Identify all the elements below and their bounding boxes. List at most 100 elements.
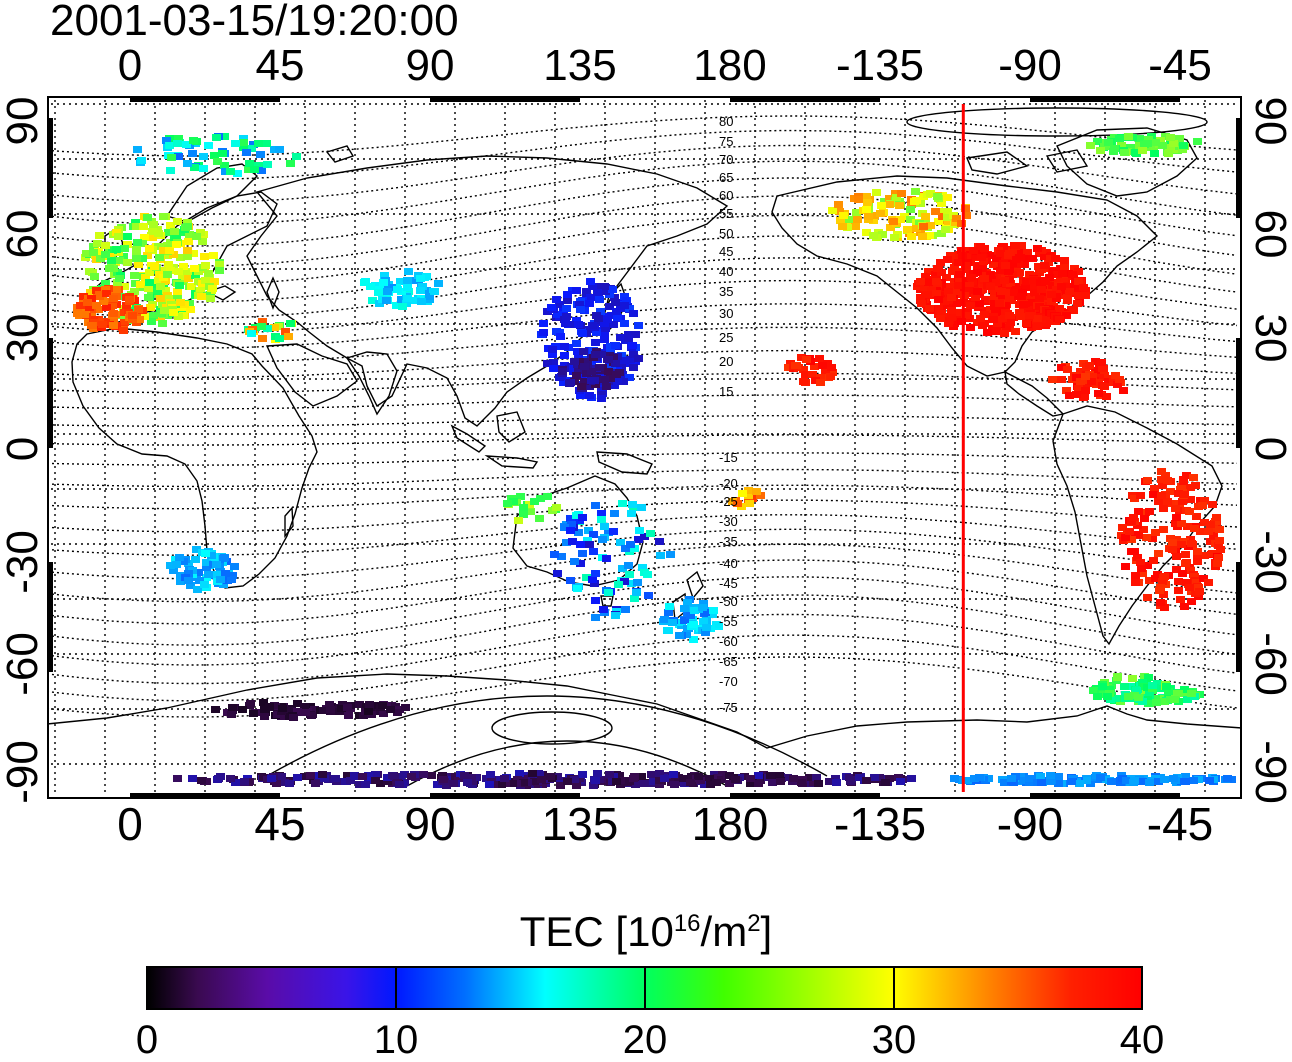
tec-observation <box>955 271 964 278</box>
tec-observation <box>1062 312 1071 319</box>
colorbar-title-prefix: TEC [10 <box>519 908 674 955</box>
tec-observation <box>1151 575 1160 582</box>
tec-observation <box>943 208 952 215</box>
tec-observation <box>688 616 697 623</box>
tec-observation <box>526 508 535 515</box>
tec-observation <box>552 296 561 303</box>
tec-observation <box>881 779 890 786</box>
tec-observation <box>134 306 143 313</box>
tec-observation <box>220 162 229 169</box>
tec-observation <box>851 223 860 230</box>
tec-observation <box>208 285 217 292</box>
tec-observation <box>141 274 150 281</box>
tec-observation <box>206 295 215 302</box>
tec-observation <box>611 360 620 367</box>
tec-observation <box>262 140 271 147</box>
tec-observation <box>1191 482 1200 489</box>
left-lat-label: 90 <box>0 96 47 146</box>
tec-observation <box>932 290 941 297</box>
tec-observation <box>301 709 310 716</box>
tec-observation <box>102 304 111 311</box>
tec-observation <box>1153 571 1162 578</box>
tec-observation <box>1007 775 1016 782</box>
tec-observation <box>1022 320 1031 327</box>
tec-observation <box>427 772 436 779</box>
tec-observation <box>1086 142 1095 149</box>
tec-observation <box>1163 477 1172 484</box>
tec-observation <box>687 773 696 780</box>
tec-observation <box>625 305 634 312</box>
tec-observation <box>862 193 871 200</box>
tec-observation <box>597 381 606 388</box>
tec-observation <box>120 245 129 252</box>
tec-observation <box>270 146 279 153</box>
tec-observation <box>207 552 216 559</box>
tec-observation <box>906 216 915 223</box>
tec-observation <box>226 775 235 782</box>
magnetic-contour-line <box>47 613 1238 685</box>
tec-observation <box>980 275 989 282</box>
tec-observation <box>591 502 600 509</box>
tec-observation <box>589 548 598 555</box>
tec-observation <box>635 527 644 534</box>
tec-observation <box>1172 566 1181 573</box>
colorbar-tick-label: 0 <box>135 1018 159 1062</box>
tec-observation <box>1195 588 1204 595</box>
tec-observation <box>139 223 148 230</box>
tec-observation <box>588 576 597 583</box>
tec-observation <box>966 324 975 331</box>
tec-observation <box>173 140 182 147</box>
tec-observation <box>971 253 980 260</box>
contour-label: -20 <box>719 476 738 491</box>
tec-observation <box>633 579 642 586</box>
tec-observation <box>1036 773 1045 780</box>
tec-observation <box>862 777 871 784</box>
magnetic-contour-line <box>47 177 1238 247</box>
tec-observation <box>358 773 367 780</box>
tec-observation <box>556 333 565 340</box>
tec-observation <box>912 225 921 232</box>
tec-observation <box>998 296 1007 303</box>
tec-observation <box>1005 312 1014 319</box>
tec-observation <box>1046 778 1055 785</box>
tec-observation <box>543 308 552 315</box>
tec-observation <box>164 229 173 236</box>
tec-observation <box>1019 301 1028 308</box>
tec-observation <box>123 241 132 248</box>
tec-observation <box>1052 286 1061 293</box>
tec-observation <box>1155 685 1164 692</box>
tec-observation <box>155 254 164 261</box>
tec-observation <box>148 228 157 235</box>
tec-observation <box>422 287 431 294</box>
tec-observation <box>552 504 561 511</box>
tec-observation <box>1183 696 1192 703</box>
tec-observation <box>76 302 85 309</box>
tec-observation <box>896 216 905 223</box>
tec-observation <box>192 546 201 553</box>
tec-observation <box>387 284 396 291</box>
tec-observation <box>776 778 785 785</box>
tec-observation <box>950 775 959 782</box>
tec-observation <box>1131 579 1140 586</box>
tec-observation <box>195 577 204 584</box>
tec-observation <box>1200 497 1209 504</box>
tec-observation <box>1180 491 1189 498</box>
tec-observation <box>1048 282 1057 289</box>
tec-observation <box>637 504 646 511</box>
tec-observation <box>973 262 982 269</box>
tec-observation <box>1051 255 1060 262</box>
tec-observation <box>1006 319 1015 326</box>
tec-observation <box>231 779 240 786</box>
tec-observation <box>215 267 224 274</box>
tec-observation <box>146 304 155 311</box>
tec-observation <box>1111 372 1120 379</box>
tec-observation <box>179 263 188 270</box>
tec-observation <box>371 282 380 289</box>
tec-observation <box>588 322 597 329</box>
tec-observation <box>663 627 672 634</box>
tec-observation <box>190 164 199 171</box>
tec-observation <box>549 359 558 366</box>
tec-observation <box>562 313 571 320</box>
tec-observation <box>1035 295 1044 302</box>
tec-observation <box>449 780 458 787</box>
